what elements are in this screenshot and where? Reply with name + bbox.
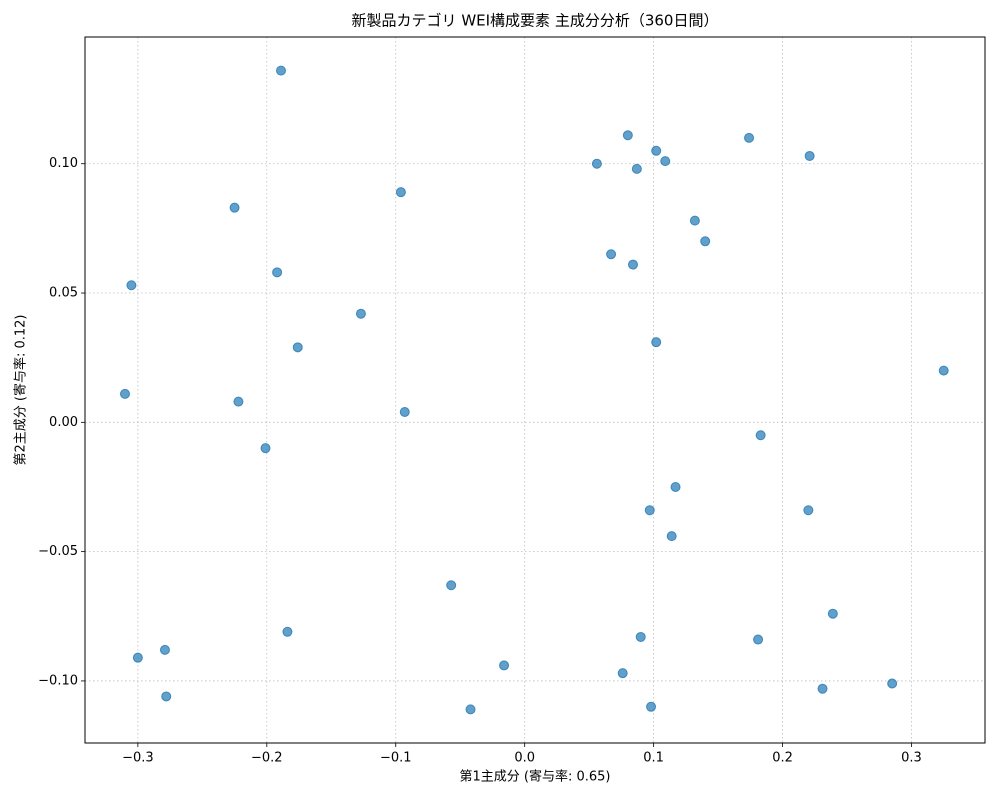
point bbox=[292, 342, 303, 353]
point bbox=[617, 668, 628, 679]
point bbox=[229, 202, 240, 213]
y-tick-label: 0.05 bbox=[49, 286, 78, 301]
x-tick-label: −0.3 bbox=[122, 751, 154, 766]
point bbox=[591, 158, 602, 169]
x-tick-label: 0.1 bbox=[643, 751, 664, 766]
x-tick-label: −0.2 bbox=[251, 751, 283, 766]
point bbox=[465, 704, 476, 715]
point bbox=[132, 652, 143, 663]
point bbox=[887, 678, 898, 689]
point bbox=[938, 365, 949, 376]
point bbox=[651, 145, 662, 156]
point bbox=[827, 608, 838, 619]
point bbox=[644, 505, 655, 516]
point bbox=[660, 156, 671, 167]
point bbox=[635, 631, 646, 642]
point bbox=[282, 626, 293, 637]
x-tick-label: 0.3 bbox=[901, 751, 922, 766]
point bbox=[275, 65, 286, 76]
point bbox=[161, 691, 172, 702]
point bbox=[631, 163, 642, 174]
point bbox=[446, 580, 457, 591]
point bbox=[627, 259, 638, 270]
point bbox=[499, 660, 510, 671]
x-tick-label: −0.1 bbox=[380, 751, 412, 766]
y-tick-label: 0.00 bbox=[49, 415, 78, 430]
x-tick-label: 0.0 bbox=[514, 751, 535, 766]
point bbox=[126, 280, 137, 291]
chart-title: 新製品カテゴリ WEI構成要素 主成分分析（360日間） bbox=[352, 12, 719, 30]
point bbox=[260, 443, 271, 454]
point bbox=[700, 236, 711, 247]
point bbox=[817, 683, 828, 694]
point bbox=[753, 634, 764, 645]
y-tick-label: −0.05 bbox=[38, 544, 78, 559]
point bbox=[804, 150, 815, 161]
point bbox=[399, 406, 410, 417]
y-axis-label: 第2主成分 (寄与率: 0.12) bbox=[13, 314, 29, 465]
point bbox=[744, 132, 755, 143]
y-tick-label: −0.10 bbox=[38, 673, 78, 688]
point bbox=[666, 531, 677, 542]
point bbox=[233, 396, 244, 407]
point bbox=[355, 308, 366, 319]
point bbox=[159, 644, 170, 655]
plot-frame bbox=[84, 36, 986, 744]
point bbox=[646, 701, 657, 712]
x-tick-label: 0.2 bbox=[772, 751, 793, 766]
point bbox=[755, 430, 766, 441]
point bbox=[272, 267, 283, 278]
point bbox=[606, 249, 617, 260]
point bbox=[803, 505, 814, 516]
y-tick-label: 0.10 bbox=[49, 156, 78, 171]
point bbox=[651, 337, 662, 348]
point bbox=[670, 481, 681, 492]
point bbox=[119, 388, 130, 399]
x-axis-label: 第1主成分 (寄与率: 0.65) bbox=[459, 769, 610, 785]
point bbox=[689, 215, 700, 226]
point bbox=[395, 187, 406, 198]
point bbox=[622, 130, 633, 141]
